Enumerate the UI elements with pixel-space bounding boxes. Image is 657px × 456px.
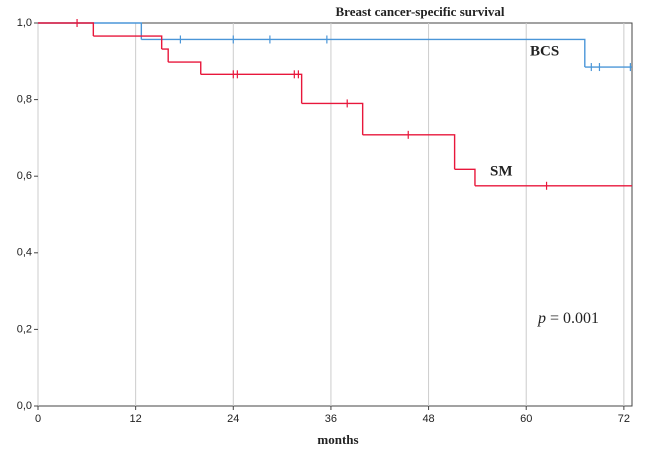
survival-step [93,35,163,50]
y-tick-label: 0,0 [17,400,32,412]
x-axis-label: months [317,432,358,447]
p-symbol: p [537,310,546,327]
y-tick-label: 1,0 [17,17,32,29]
y-tick-label: 0,4 [17,247,32,259]
survival-step [141,38,586,68]
survival-step [200,73,303,104]
survival-step [161,48,169,63]
survival-step [168,61,202,75]
survival-step [454,168,476,186]
p-value: = 0.001 [550,310,599,327]
chart-title: Breast cancer-specific survival [336,4,505,19]
x-tick-label: 48 [422,413,434,425]
survival-step [301,102,364,135]
y-tick-label: 0,6 [17,170,32,182]
series-label: SM [490,163,513,179]
x-tick-label: 12 [130,413,142,425]
x-tick-label: 0 [35,413,41,425]
y-tick-label: 0,8 [17,94,32,106]
plot-area [37,22,633,407]
x-tick-label: 60 [520,413,532,425]
y-tick-label: 0,2 [17,323,32,335]
p-annotation: p = 0.001 [537,310,599,327]
x-tick-label: 36 [325,413,337,425]
x-tick-label: 72 [618,413,630,425]
x-tick-label: 24 [227,413,239,425]
survival-step [38,22,143,40]
survival-step [38,22,95,37]
series-label: BCS [530,43,559,59]
survival-step [362,134,456,170]
